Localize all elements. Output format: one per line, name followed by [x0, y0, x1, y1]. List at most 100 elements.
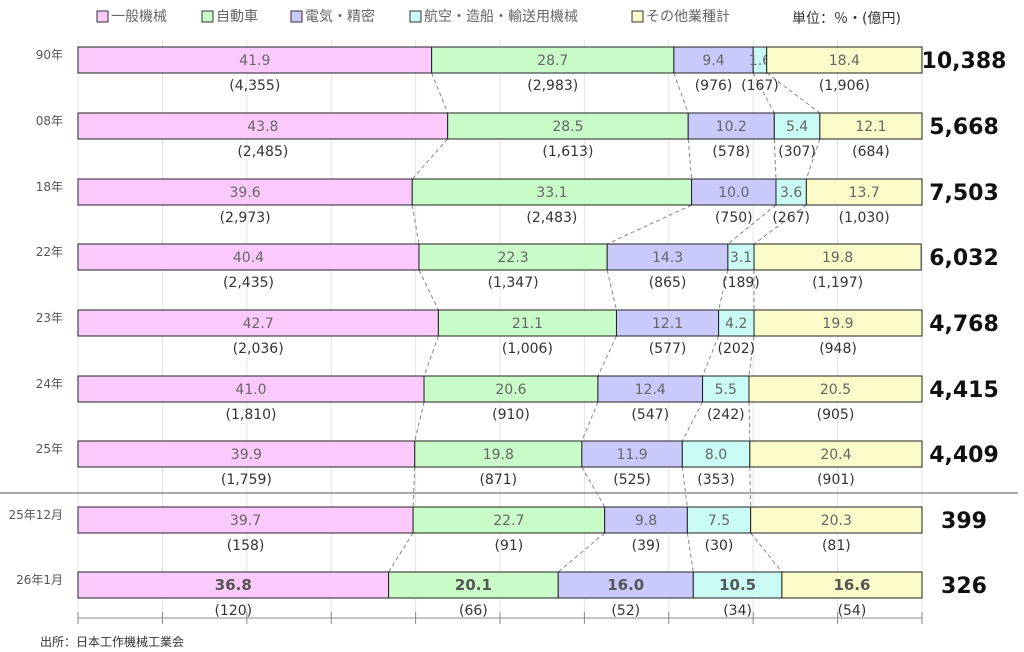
- amount-label: (578): [712, 144, 750, 160]
- amount-label: (905): [817, 407, 855, 423]
- percent-label: 39.7: [230, 513, 261, 529]
- amount-label: (2,983): [527, 78, 578, 94]
- percent-label: 20.3: [821, 513, 852, 529]
- percent-label: 33.1: [536, 185, 567, 201]
- percent-label: 4.2: [725, 316, 747, 332]
- amount-label: (2,483): [526, 210, 577, 226]
- percent-label: 20.6: [495, 382, 526, 398]
- bar-segment: [418, 243, 608, 271]
- legend-label: 電気・精密: [305, 8, 375, 25]
- amount-label: (54): [838, 603, 867, 619]
- amount-label: (189): [722, 275, 760, 291]
- source-note: 出所：日本工作機械工業会: [40, 634, 184, 649]
- bar-segment: [753, 309, 923, 337]
- bar-segment: [753, 243, 922, 271]
- connector-line: [687, 138, 693, 180]
- percent-label: 12.4: [635, 382, 666, 398]
- amount-label: (910): [492, 407, 530, 423]
- connector-line: [702, 335, 720, 377]
- amount-label: (1,030): [839, 210, 890, 226]
- amount-label: (242): [707, 407, 745, 423]
- percent-label: 19.9: [822, 316, 853, 332]
- row-label: 25年12月: [8, 508, 63, 522]
- connector-line: [431, 72, 449, 114]
- percent-label: 39.9: [231, 447, 262, 463]
- amount-label: (1,006): [502, 341, 553, 357]
- amount-label: (2,973): [220, 210, 271, 226]
- connector-line: [606, 269, 617, 311]
- percent-label: 20.4: [820, 447, 851, 463]
- bar-segment: [77, 243, 420, 271]
- connector-line: [686, 532, 694, 573]
- connector-line: [750, 532, 783, 573]
- percent-label: 3.6: [780, 185, 802, 201]
- row-label: 24年: [36, 377, 63, 391]
- percent-label: 20.1: [455, 576, 492, 594]
- connector-line: [673, 72, 689, 114]
- percent-label: 22.7: [493, 513, 524, 529]
- legend-label: その他業種計: [646, 9, 730, 25]
- connector-line: [411, 138, 449, 180]
- bar-segment: [77, 309, 439, 337]
- amount-label: (976): [695, 78, 733, 94]
- row-total: 7,503: [929, 181, 999, 206]
- amount-label: (307): [778, 144, 816, 160]
- amount-label: (39): [632, 538, 661, 554]
- bar-segment: [692, 571, 783, 599]
- percent-label: 10.5: [719, 576, 756, 594]
- amount-label: (525): [613, 472, 651, 488]
- row-total: 326: [941, 574, 987, 599]
- bar-segment: [615, 309, 720, 337]
- connector-line: [388, 532, 414, 573]
- bar-segment: [411, 178, 693, 206]
- row-label: 18年: [36, 180, 63, 194]
- legend-swatch: [290, 10, 303, 23]
- connector-line: [414, 401, 425, 442]
- connector-line: [727, 204, 777, 245]
- percent-label: 3.1: [730, 250, 752, 266]
- percent-label: 28.7: [537, 53, 568, 69]
- percent-label: 40.4: [233, 250, 264, 266]
- amount-label: (684): [852, 144, 890, 160]
- percent-label: 13.7: [849, 185, 880, 201]
- amount-label: (948): [819, 341, 857, 357]
- connector-line: [805, 138, 821, 180]
- percent-label: 41.9: [239, 53, 270, 69]
- amount-label: (1,759): [221, 472, 272, 488]
- bar-segment: [414, 440, 583, 468]
- percent-label: 16.0: [607, 576, 644, 594]
- bar-segment: [77, 46, 433, 74]
- row-total: 399: [941, 509, 987, 534]
- row-total: 4,768: [929, 312, 999, 337]
- percent-label: 42.7: [243, 316, 274, 332]
- bar-segment: [727, 243, 755, 271]
- amount-label: (577): [649, 341, 687, 357]
- percent-label: 28.5: [552, 119, 583, 135]
- bar-segment: [77, 440, 416, 468]
- percent-label: 10.2: [716, 119, 747, 135]
- bar-segment: [775, 178, 807, 206]
- bar-segment: [773, 112, 821, 140]
- connector-line: [752, 72, 775, 114]
- connector-line: [681, 401, 704, 442]
- percent-label: 18.4: [829, 53, 860, 69]
- connector-line: [581, 401, 599, 442]
- row-total: 4,409: [929, 443, 999, 468]
- unit-note: 単位：％・(億円): [792, 11, 901, 27]
- bar-segment: [597, 375, 704, 403]
- connector-line: [418, 269, 439, 311]
- percent-label: 12.1: [855, 119, 886, 135]
- bar-segment: [431, 46, 675, 74]
- amount-label: (1,197): [812, 275, 863, 291]
- percent-label: 21.1: [512, 316, 543, 332]
- percent-label: 5.5: [715, 382, 737, 398]
- bar-segment: [819, 112, 923, 140]
- bar-segment: [681, 440, 751, 468]
- percent-label: 39.6: [230, 185, 261, 201]
- bar-segment: [604, 506, 688, 534]
- amount-label: (871): [479, 472, 517, 488]
- amount-label: (2,435): [223, 275, 274, 291]
- connector-line: [753, 204, 807, 245]
